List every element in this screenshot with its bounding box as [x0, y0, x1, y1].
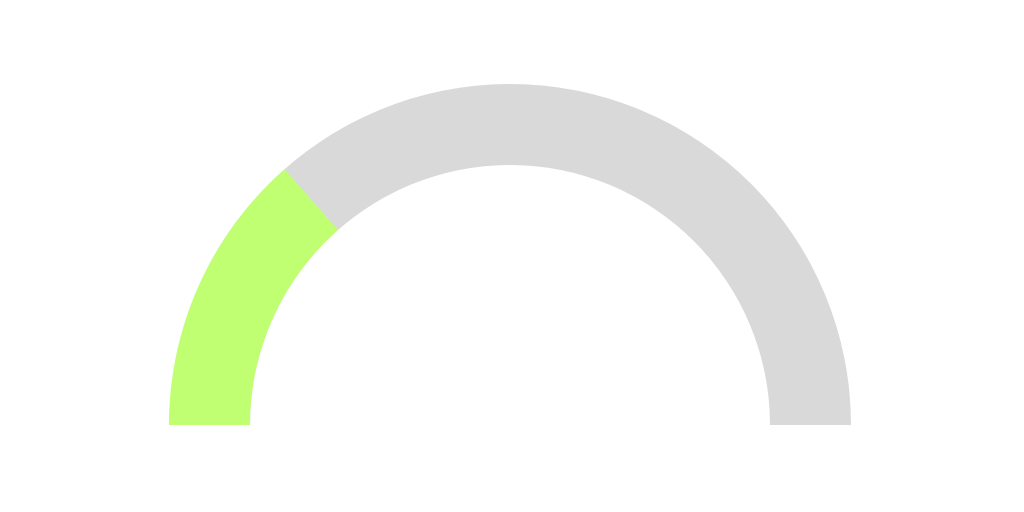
gauge-track	[169, 84, 851, 425]
gauge-value	[169, 169, 339, 425]
